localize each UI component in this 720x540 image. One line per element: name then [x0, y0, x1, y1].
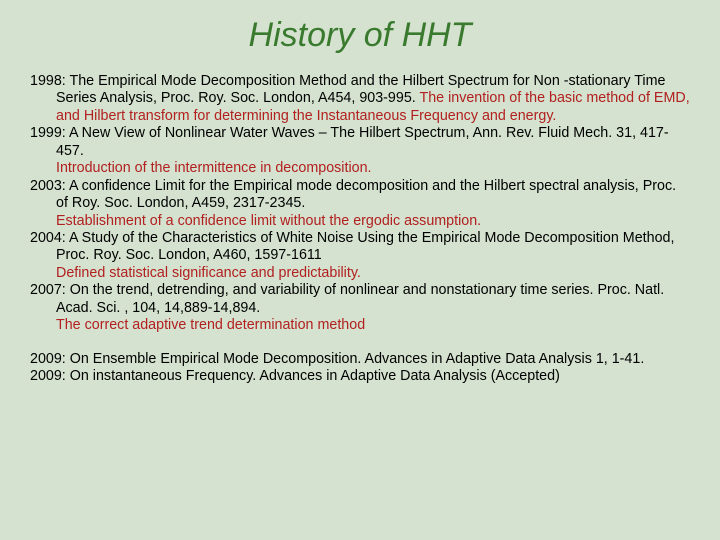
history-entry: 2009: On Ensemble Empirical Mode Decompo…: [30, 351, 690, 368]
entry-highlight: Introduction of the intermittence in dec…: [56, 160, 372, 176]
entry-text: 2007: On the trend, detrending, and vari…: [30, 282, 664, 315]
entry-highlight: Establishment of a confidence limit with…: [56, 213, 481, 229]
history-entry: 2009: On instantaneous Frequency. Advanc…: [30, 368, 690, 385]
slide-title: History of HHT: [30, 16, 690, 55]
entry-text: 2009: On instantaneous Frequency. Advanc…: [30, 368, 560, 384]
entry-text: 1999: A New View of Nonlinear Water Wave…: [30, 125, 669, 158]
history-entry: 2004: A Study of the Characteristics of …: [30, 230, 690, 282]
history-entry: 1998: The Empirical Mode Decomposition M…: [30, 73, 690, 125]
entry-text: 2009: On Ensemble Empirical Mode Decompo…: [30, 351, 644, 367]
history-entry: 2007: On the trend, detrending, and vari…: [30, 282, 690, 334]
history-entry: 1999: A New View of Nonlinear Water Wave…: [30, 125, 690, 177]
entry-text: 2004: A Study of the Characteristics of …: [30, 230, 674, 263]
section-gap: [30, 335, 690, 351]
history-entry: 2003: A confidence Limit for the Empiric…: [30, 178, 690, 230]
entry-highlight: Defined statistical significance and pre…: [56, 265, 361, 281]
entry-highlight: The correct adaptive trend determination…: [56, 317, 365, 333]
slide: History of HHT 1998: The Empirical Mode …: [0, 0, 720, 540]
entry-text: 2003: A confidence Limit for the Empiric…: [30, 178, 676, 211]
